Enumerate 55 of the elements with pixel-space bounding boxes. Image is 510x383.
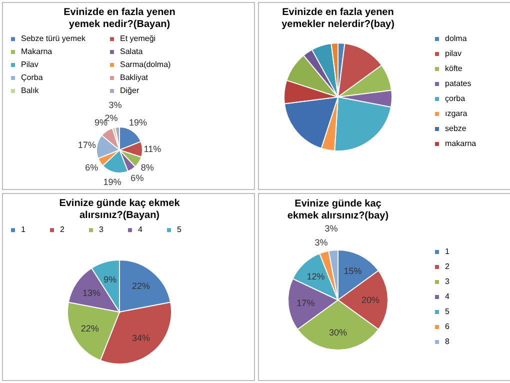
legend-label: sebze [445, 124, 467, 133]
data-label: 6% [85, 162, 98, 173]
legend-label: 3 [445, 277, 450, 286]
data-label: 9% [94, 118, 108, 128]
legend-label: Bakliyat [120, 73, 149, 82]
legend-label: Balık [21, 86, 40, 95]
legend-label: Diğer [120, 86, 140, 95]
legend-label: Makarna [21, 47, 53, 56]
legend-label: pilav [445, 49, 462, 58]
data-label: 19% [103, 177, 122, 188]
legend-label: Pilav [21, 60, 38, 69]
legend-label: 1 [21, 225, 26, 234]
data-label: 34% [132, 333, 150, 344]
legend-label: 6 [445, 322, 450, 331]
legend-label: ızgara [445, 109, 468, 118]
data-label: 13% [82, 288, 101, 298]
legend-label: çorba [445, 94, 466, 103]
data-label: 3% [314, 237, 328, 248]
legend-label: 3 [99, 225, 104, 234]
data-label: 19% [129, 118, 148, 128]
legend-label: 5 [445, 307, 450, 316]
chart-title: Evinize günde kaç ekmek alırsınız?(bay) [287, 198, 389, 222]
data-label: 6% [130, 172, 144, 183]
data-label: 15% [344, 266, 362, 276]
text: Evinizde en fazla yenen yemek nedir?(Bayan) [64, 7, 176, 30]
legend-label: 2 [60, 225, 65, 234]
legend-label: Salata [120, 47, 144, 56]
data-label: 12% [306, 271, 325, 282]
legend-label: 8 [445, 337, 450, 346]
data-label: 11% [144, 144, 162, 154]
data-label: 22% [132, 280, 150, 291]
chart-title: Evinize günde kaç ekmek alırsınız?(Bayan) [59, 198, 180, 221]
legend-label: patates [445, 79, 472, 88]
data-label: 3% [108, 100, 122, 110]
legend-label: 4 [445, 292, 450, 301]
legend-label: makarna [445, 139, 477, 148]
legend-label: 2 [445, 262, 450, 271]
legend-label: Çorba [21, 73, 44, 82]
legend-label: 5 [177, 225, 182, 234]
data-label: 17% [78, 140, 96, 150]
data-label: 22% [80, 323, 99, 334]
data-label: 17% [296, 298, 315, 308]
legend-label: 4 [138, 225, 143, 234]
data-label: 3% [324, 223, 338, 234]
legend-label: Et yemeği [120, 34, 156, 44]
legend-label: 1 [445, 247, 450, 256]
legend-label: köfte [445, 64, 463, 73]
data-label: 8% [140, 162, 154, 173]
data-label: 20% [361, 295, 380, 305]
data-label: 9% [104, 274, 117, 285]
data-label: 30% [328, 328, 348, 338]
legend-label: Sebze türü yemek [21, 34, 86, 44]
chart-title: Evinizde en fazla yenen yemekler nelerdir?(bay) [282, 7, 394, 30]
legend-label: dolma [445, 34, 468, 43]
legend-label: Sarma(dolma) [120, 60, 172, 69]
